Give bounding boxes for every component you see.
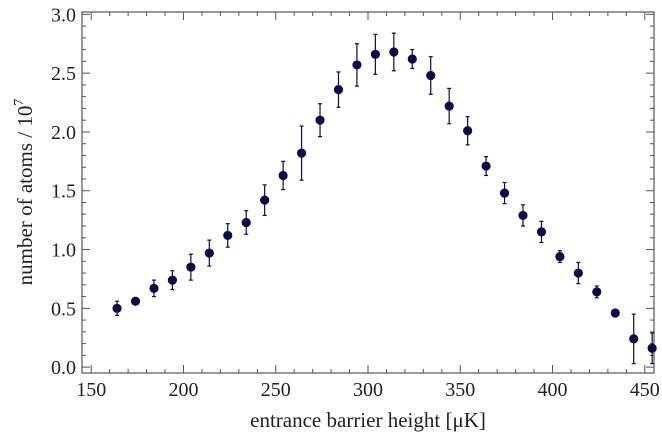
x-tick-label: 200 [168, 379, 198, 401]
data-point [426, 70, 436, 81]
y-axis-title: number of atoms / 107 [12, 99, 37, 286]
y-axis-title-exponent: 7 [12, 99, 27, 106]
data-point [463, 126, 473, 136]
data-point [130, 296, 141, 306]
data-point [555, 251, 565, 262]
data-point [167, 275, 178, 285]
data-point [407, 54, 417, 64]
data-point [296, 148, 307, 158]
data-point [444, 101, 454, 111]
x-tick-label: 350 [445, 379, 475, 401]
ticks-layer: 150 200 250 300 350 400 450 0.0 0.5 1.0 1.5 2.0 2.5 3… [51, 4, 660, 401]
data-point [499, 188, 510, 198]
y-tick-label: 0.5 [51, 298, 76, 320]
data-point [352, 60, 362, 70]
data-point [315, 115, 325, 125]
points-layer [112, 47, 657, 353]
x-tick-label: 450 [630, 379, 660, 401]
data-point [112, 303, 122, 313]
data-point [481, 161, 491, 171]
data-point [333, 85, 344, 95]
data-point [592, 287, 602, 297]
data-point [629, 334, 639, 344]
data-point [536, 227, 547, 237]
y-tick-label: 2.5 [51, 63, 76, 85]
x-tick-label: 250 [261, 379, 291, 401]
data-point [241, 217, 251, 228]
data-point [610, 308, 620, 318]
data-point [573, 268, 583, 278]
plot-frame [81, 11, 655, 374]
y-tick-label: 1.5 [51, 181, 76, 203]
data-point [278, 170, 288, 181]
y-tick-label: 3.0 [51, 4, 76, 26]
data-point [518, 210, 528, 221]
data-point [149, 283, 159, 293]
y-tick-label: 0.0 [51, 357, 76, 379]
x-tick-label: 300 [353, 379, 383, 401]
errorbars-layer [115, 32, 655, 365]
y-tick-label: 2.0 [51, 122, 76, 144]
x-axis-title: entrance barrier height [μK] [250, 408, 486, 432]
data-point [186, 262, 196, 272]
data-point [223, 230, 233, 241]
data-point [370, 49, 380, 59]
y-tick-label: 1.0 [51, 240, 76, 262]
data-point [647, 343, 657, 353]
data-point [204, 248, 214, 258]
x-tick-label: 150 [76, 379, 106, 401]
y-axis-title-main: number of atoms / 10 [13, 106, 37, 286]
data-point [389, 47, 399, 57]
x-tick-label: 400 [538, 379, 568, 401]
data-point [260, 195, 270, 205]
